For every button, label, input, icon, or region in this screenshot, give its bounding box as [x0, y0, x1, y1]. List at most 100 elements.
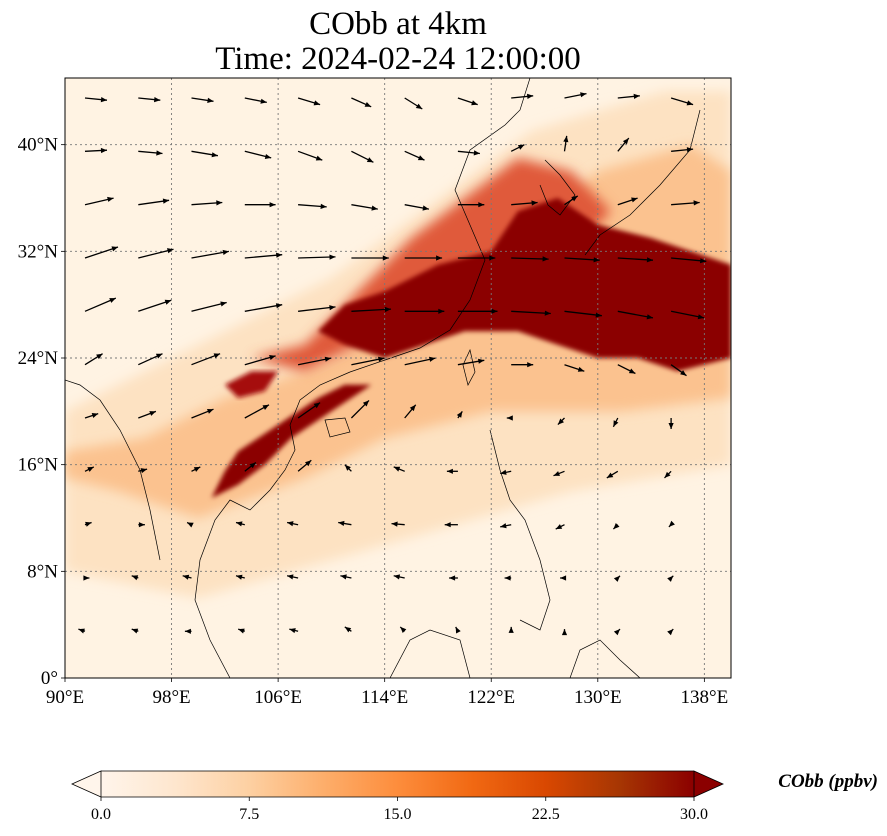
- lat-tick-label: 40°N: [18, 135, 59, 156]
- wind-arrow: [667, 628, 674, 636]
- wind-arrow: [564, 257, 600, 263]
- wind-arrow: [138, 522, 145, 528]
- wind-arrow: [617, 137, 630, 152]
- colorbar-tick-label: 15.0: [384, 806, 412, 823]
- wind-arrow: [511, 200, 538, 206]
- wind-arrow: [191, 97, 214, 103]
- coastline-borneo: [389, 629, 471, 678]
- plume-high-1: [211, 384, 372, 498]
- lon-tick-label: 90°E: [46, 687, 84, 708]
- wind-arrow: [244, 461, 257, 472]
- plume-high-0: [318, 198, 731, 372]
- wind-arrow: [351, 255, 389, 261]
- lat-tick-label: 32°N: [18, 241, 59, 262]
- wind-arrow: [557, 417, 565, 426]
- wind-arrow: [131, 575, 139, 581]
- wind-arrow: [617, 257, 654, 263]
- wind-arrow: [84, 521, 92, 527]
- wind-arrow: [500, 469, 512, 475]
- wind-arrow: [664, 470, 672, 479]
- wind-arrow: [606, 470, 619, 479]
- colorbar-tick-label: 7.5: [239, 806, 259, 823]
- wind-arrow: [297, 356, 332, 366]
- wind-arrow: [297, 97, 321, 106]
- wind-arrow: [449, 575, 458, 581]
- coastline-china: [349, 78, 531, 373]
- wind-arrow: [457, 255, 496, 261]
- wind-arrow: [563, 135, 569, 152]
- wind-vectors: [78, 92, 707, 636]
- wind-arrow: [131, 628, 139, 634]
- wind-arrow: [670, 97, 694, 106]
- coastline-hainan: [324, 417, 351, 438]
- wind-arrow: [78, 628, 86, 634]
- wind-arrow: [391, 521, 405, 527]
- wind-arrow: [244, 404, 270, 419]
- wind-arrow: [340, 574, 352, 580]
- wind-arrow: [617, 93, 640, 99]
- wind-arrow: [399, 626, 407, 633]
- map-frame: [64, 77, 732, 679]
- wind-arrow: [338, 520, 352, 526]
- wind-arrow: [553, 470, 565, 477]
- wind-arrow: [84, 412, 99, 419]
- wind-arrow: [511, 362, 534, 368]
- wind-arrow: [244, 202, 276, 208]
- wind-arrow: [191, 301, 227, 312]
- wind-arrow: [138, 410, 157, 419]
- lon-tick-label: 138°E: [681, 687, 729, 708]
- wind-arrow: [84, 196, 114, 206]
- lat-tick-label: 8°N: [27, 561, 58, 582]
- wind-arrow: [456, 411, 463, 419]
- wind-arrow: [351, 150, 374, 163]
- wind-arrow: [510, 144, 525, 152]
- wind-arrow: [138, 353, 163, 366]
- longitude-tick-labels: 90°E 98°E 106°E 114°E 122°E 130°E 138°E: [46, 678, 728, 708]
- colorbar-extend-high: [693, 770, 724, 798]
- wind-arrow: [555, 524, 565, 530]
- colorbar-extend-low: [71, 770, 102, 798]
- wind-arrow: [617, 364, 636, 375]
- wind-arrow: [344, 464, 352, 472]
- wind-arrow: [511, 256, 549, 262]
- wind-arrow: [617, 197, 638, 206]
- wind-arrow: [289, 628, 299, 634]
- wind-arrow: [506, 415, 513, 421]
- wind-arrow: [138, 97, 161, 103]
- wind-arrow: [344, 626, 352, 633]
- wind-arrow: [444, 522, 458, 528]
- wind-arrow: [84, 466, 95, 472]
- wind-arrow: [670, 310, 705, 320]
- wind-arrow: [235, 521, 245, 527]
- wind-arrow: [191, 150, 219, 158]
- lat-tick-label: 0°: [41, 668, 58, 689]
- wind-arrow: [617, 310, 654, 320]
- wind-arrow: [671, 257, 707, 264]
- wind-arrow: [457, 308, 498, 314]
- wind-arrow: [457, 202, 485, 208]
- wind-arrow: [191, 249, 230, 259]
- colorbar-ticks: 0.0 7.5 15.0 22.5 30.0: [91, 797, 708, 823]
- coastline-taiwan: [462, 348, 476, 386]
- wind-arrow: [561, 629, 568, 636]
- wind-arrow: [138, 150, 163, 156]
- lat-tick-label: 16°N: [18, 455, 59, 476]
- colorbar-tick-label: 22.5: [532, 806, 560, 823]
- wind-arrow: [138, 198, 170, 206]
- wind-arrow: [351, 97, 372, 108]
- wind-arrow: [138, 248, 174, 259]
- wind-arrow: [297, 459, 312, 472]
- wind-arrow: [508, 626, 514, 633]
- wind-arrow: [612, 523, 620, 530]
- wind-arrow: [393, 466, 405, 472]
- colorbar-label: CObb (ppbv): [778, 771, 878, 792]
- wind-arrow: [504, 575, 512, 581]
- coastline-newguinea: [569, 639, 641, 678]
- wind-arrow: [613, 575, 621, 582]
- latitude-tick-labels: 0° 8°N 16°N 24°N 32°N 40°N: [18, 135, 65, 689]
- lon-tick-label: 122°E: [467, 687, 515, 708]
- wind-arrow: [182, 574, 192, 580]
- coastline-korea: [539, 159, 576, 216]
- wind-arrow: [404, 255, 443, 261]
- wind-arrow: [286, 521, 299, 527]
